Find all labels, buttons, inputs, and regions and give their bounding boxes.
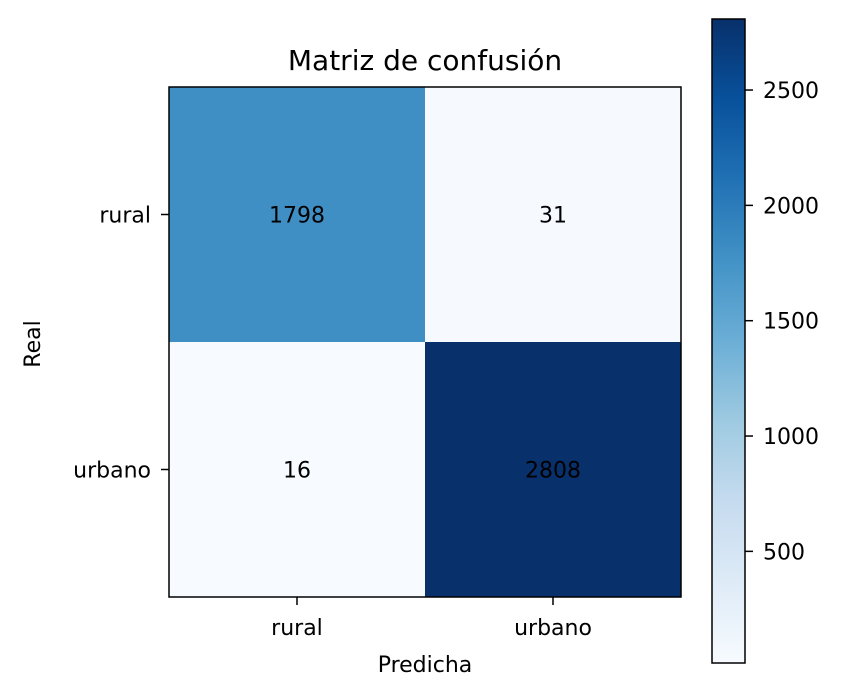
plot-frame bbox=[168, 86, 682, 598]
x-tick-label: rural bbox=[271, 616, 323, 641]
cell-value-label: 2808 bbox=[525, 459, 581, 484]
y-axis: rural urbano bbox=[73, 204, 169, 484]
cell-value-label: 1798 bbox=[269, 204, 325, 229]
colorbar-gradient bbox=[711, 18, 746, 664]
cell-value-labels: 1798 31 16 2808 bbox=[269, 204, 581, 484]
x-axis-label: Predicha bbox=[378, 653, 473, 678]
chart-title: Matriz de confusión bbox=[288, 44, 562, 77]
x-tick-label: urbano bbox=[514, 616, 592, 641]
colorbar: 500 1000 1500 2000 2500 bbox=[711, 18, 819, 664]
heatmap-cell bbox=[169, 342, 425, 597]
colorbar-ticks: 500 1000 1500 2000 2500 bbox=[745, 79, 819, 565]
colorbar-tick-label: 2000 bbox=[763, 194, 819, 219]
y-axis-label: Real bbox=[21, 320, 46, 367]
colorbar-tick-label: 2500 bbox=[763, 79, 819, 104]
y-tick-label: urbano bbox=[73, 459, 151, 484]
cell-value-label: 31 bbox=[539, 204, 567, 229]
heatmap-cells bbox=[169, 87, 681, 597]
y-tick-label: rural bbox=[99, 204, 151, 229]
colorbar-tick-label: 1000 bbox=[763, 425, 819, 450]
colorbar-tick-label: 500 bbox=[763, 540, 805, 565]
heatmap-cell bbox=[425, 87, 681, 342]
cell-value-label: 16 bbox=[283, 459, 311, 484]
heatmap-cell bbox=[425, 342, 681, 597]
x-axis: rural urbano bbox=[271, 597, 592, 641]
heatmap-cell bbox=[169, 87, 425, 342]
colorbar-tick-label: 1500 bbox=[763, 310, 819, 335]
